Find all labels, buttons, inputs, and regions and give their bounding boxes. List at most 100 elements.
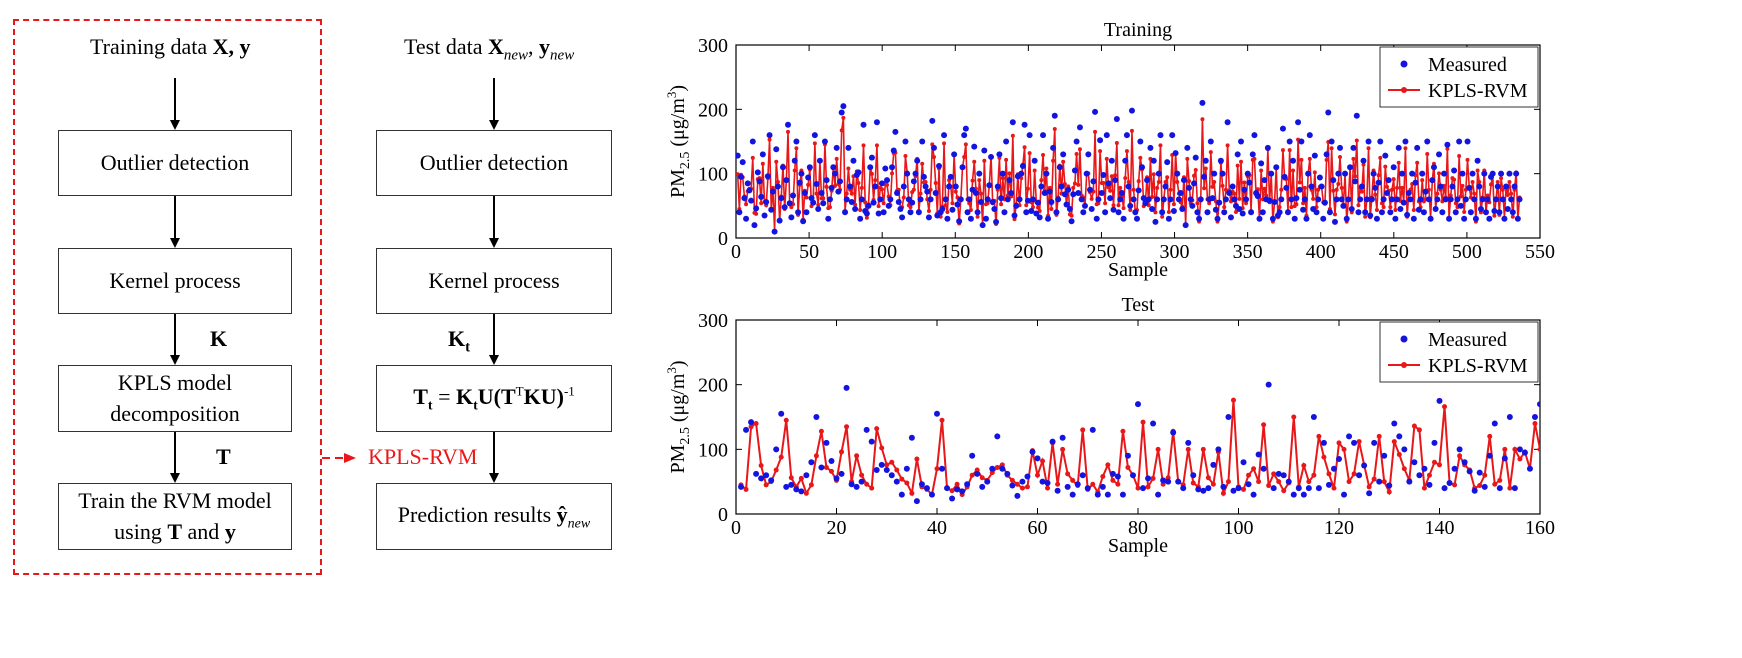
measured-point: [1258, 160, 1265, 167]
measured-point: [1018, 170, 1025, 177]
kpls-rvm-point: [1287, 148, 1292, 153]
measured-point: [843, 384, 850, 391]
kpls-rvm-point: [1437, 171, 1441, 176]
measured-point: [1504, 206, 1511, 213]
measured-point: [751, 222, 758, 229]
y-tick-label: 200: [698, 375, 728, 397]
measured-point: [878, 180, 885, 187]
measured-point: [1305, 485, 1312, 492]
measured-point: [1155, 491, 1162, 498]
measured-point: [1044, 479, 1051, 486]
kpls-rvm-point: [1166, 209, 1171, 214]
measured-point: [1355, 209, 1362, 216]
measured-point: [1381, 452, 1388, 459]
measured-point: [924, 188, 931, 195]
kpls-rvm-point: [844, 191, 849, 196]
measured-point: [1165, 215, 1172, 222]
kpls-rvm-point: [1051, 158, 1056, 163]
kpls-rvm-point: [1032, 168, 1037, 173]
measured-point: [1306, 132, 1313, 139]
measured-point: [1358, 183, 1365, 190]
measured-point: [1371, 439, 1378, 446]
measured-point: [1531, 414, 1538, 420]
measured-point: [1446, 479, 1453, 486]
kpls-rvm-point: [950, 201, 955, 206]
kpls-rvm-point: [953, 189, 958, 194]
kpls-rvm-point: [1103, 201, 1108, 206]
measured-point: [1310, 414, 1317, 420]
measured-point: [739, 159, 746, 166]
x-tick-label: 0: [731, 517, 741, 539]
measured-point: [1029, 448, 1036, 455]
measured-point: [850, 157, 857, 164]
legend-kpls-rvm-label: KPLS-RVM: [1428, 80, 1528, 102]
measured-point: [1165, 478, 1172, 485]
measured-point: [1382, 152, 1389, 159]
kpls-rvm-point: [933, 180, 938, 185]
kpls-rvm-point: [812, 141, 817, 146]
measured-point: [1432, 206, 1439, 213]
measured-point: [1526, 465, 1533, 472]
measured-point: [1080, 209, 1087, 216]
kpls-rvm-point: [1262, 186, 1267, 191]
kpls-rvm-point: [1036, 205, 1041, 210]
kpls-rvm-point: [1336, 181, 1341, 186]
measured-point: [758, 475, 765, 482]
measured-point: [778, 195, 785, 202]
kpls-rvm-point: [1329, 146, 1334, 151]
x-tick-label: 300: [1160, 241, 1190, 263]
kpls-rvm-point: [1510, 214, 1515, 219]
measured-point: [1024, 197, 1031, 204]
measured-point: [868, 438, 875, 445]
kpls-rvm-point: [1131, 187, 1136, 192]
measured-point: [1456, 138, 1463, 145]
measured-point: [1024, 473, 1031, 480]
kpls-rvm-point: [1332, 212, 1337, 217]
legend-measured-marker: [1400, 60, 1408, 68]
measured-point: [838, 470, 845, 477]
kpls-rvm-point: [1077, 147, 1082, 152]
measured-point: [1375, 179, 1382, 186]
measured-point: [1377, 138, 1384, 145]
kpls-rvm-point: [1403, 146, 1408, 151]
measured-point: [1402, 138, 1409, 145]
kpls-rvm-point: [1246, 472, 1252, 478]
measured-point: [1301, 196, 1308, 203]
measured-point: [848, 481, 855, 488]
kpls-rvm-point: [1334, 187, 1339, 192]
kpls-rvm-point: [1266, 483, 1272, 489]
kpls-rvm-point: [943, 203, 948, 208]
measured-point: [833, 144, 840, 151]
measured-point: [1466, 468, 1473, 475]
kpls-rvm-point: [931, 154, 936, 159]
measured-point: [1205, 485, 1212, 492]
measured-point: [1109, 470, 1116, 477]
kpls-rvm-point: [1019, 485, 1025, 491]
measured-point: [1313, 209, 1320, 216]
measured-point: [1466, 184, 1473, 191]
kpls-rvm-point: [1225, 143, 1230, 148]
edge-label-t: T: [216, 444, 231, 469]
measured-point: [895, 198, 902, 205]
kpls-rvm-point: [1415, 160, 1420, 165]
kpls-rvm-point: [859, 185, 864, 190]
measured-point: [1414, 144, 1421, 151]
measured-point: [796, 179, 803, 186]
measured-point: [1065, 186, 1072, 193]
measured-point: [1316, 174, 1323, 181]
measured-point: [1260, 465, 1267, 472]
measured-point: [1425, 196, 1432, 203]
measured-point: [1363, 196, 1370, 203]
kpls-rvm-point: [909, 490, 915, 496]
measured-point: [964, 209, 971, 216]
kpls-rvm-point: [1140, 419, 1146, 425]
kpls-rvm-point: [1505, 193, 1510, 198]
kpls-rvm-point: [1060, 446, 1066, 452]
measured-point: [908, 434, 915, 441]
measured-point: [1094, 491, 1101, 498]
measured-point: [1189, 202, 1196, 209]
kpls-rvm-point: [1045, 485, 1051, 491]
kpls-rvm-point: [1395, 185, 1400, 190]
kpls-rvm-point: [1445, 146, 1450, 151]
kpls-rvm-point: [1393, 208, 1398, 213]
